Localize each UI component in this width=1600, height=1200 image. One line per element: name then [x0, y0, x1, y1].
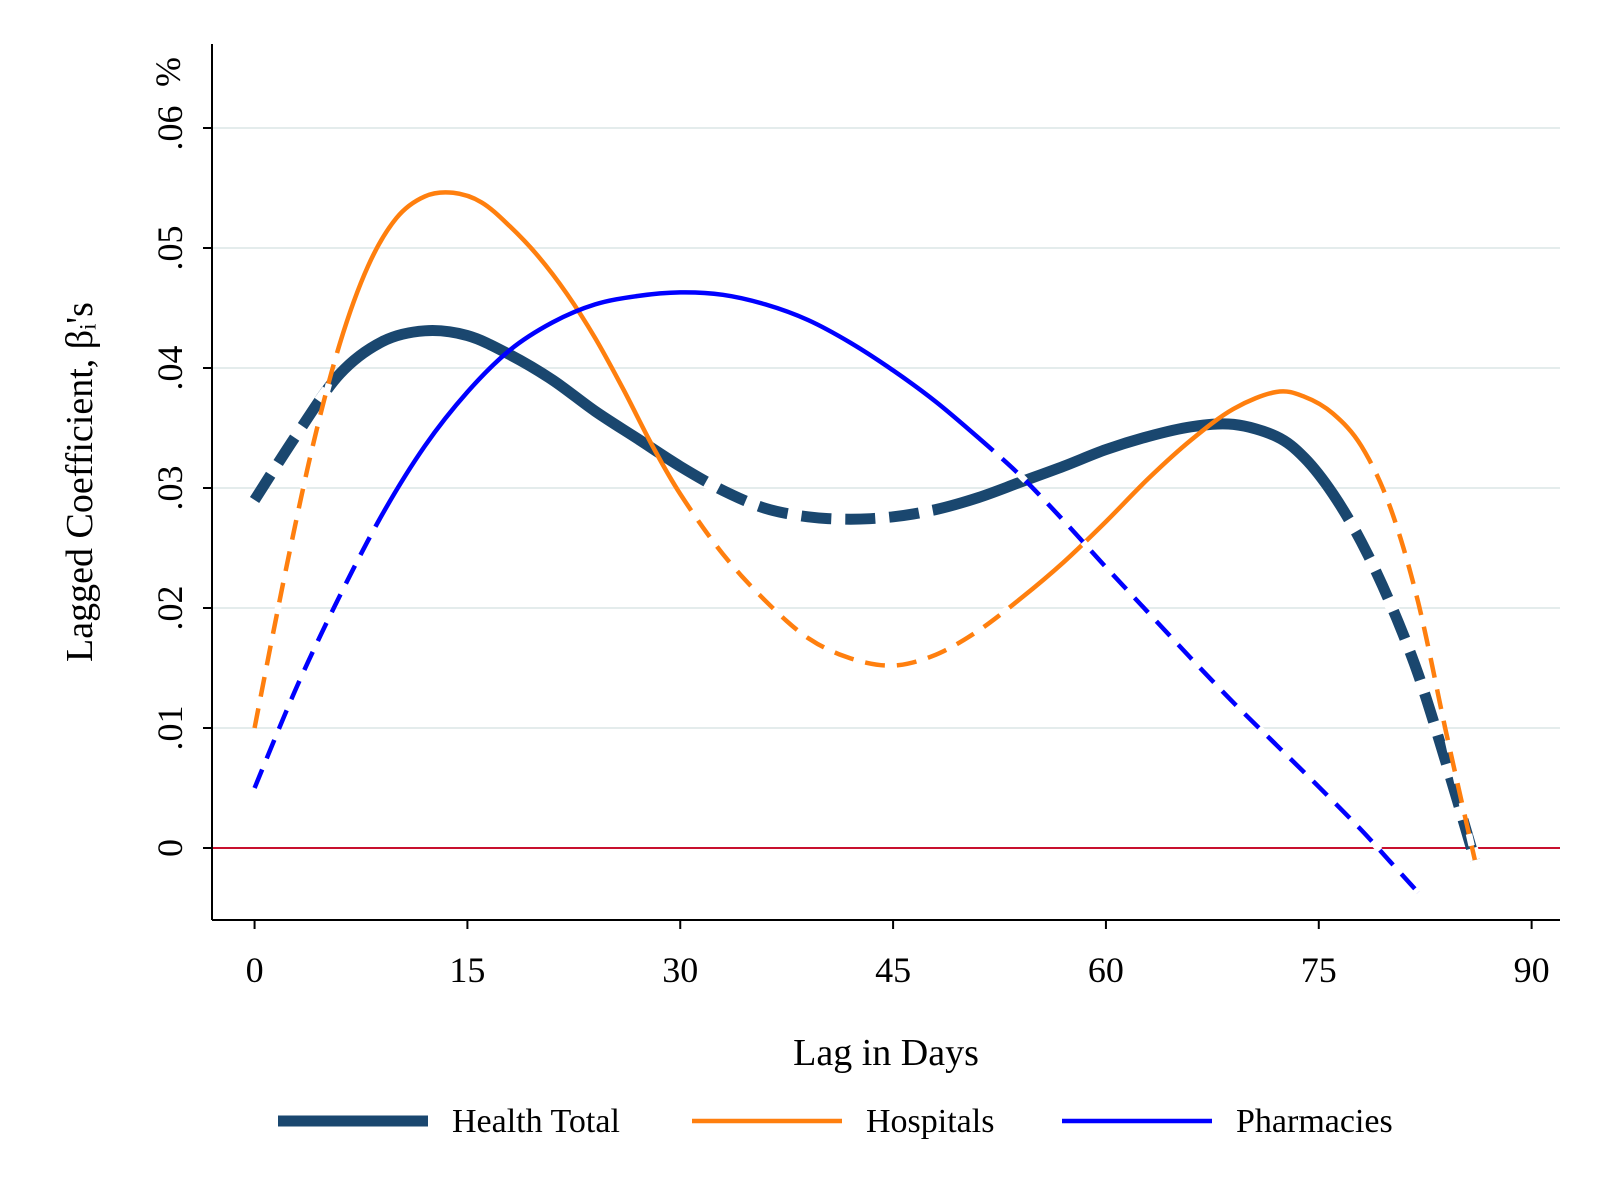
y-tick-label-1: .01 [150, 706, 190, 751]
series-dash-gaps-health-total-0 [249, 370, 346, 504]
x-axis-title: Lag in Days [793, 1032, 979, 1074]
y-tick-label-2: .02 [150, 586, 190, 631]
series-dash-gaps-pharmacies-1 [976, 435, 1421, 895]
x-tick-label-5: 75 [1301, 950, 1337, 990]
series-line-health-total [249, 325, 1481, 862]
legend-label-pharmacies: Pharmacies [1236, 1103, 1393, 1140]
legend: Health Total Hospitals Pharmacies [278, 1103, 1393, 1140]
series-dash-gaps-hospitals-0 [251, 343, 343, 729]
x-tick-label-0: 0 [246, 950, 264, 990]
x-tick-label-1: 15 [449, 950, 485, 990]
series-lines [249, 190, 1482, 895]
legend-label-health-total: Health Total [452, 1103, 620, 1140]
legend-label-hospitals: Hospitals [866, 1103, 994, 1140]
y-unit-label: % [148, 57, 188, 87]
gridlines [213, 127, 1560, 729]
y-axis-title: Lagged Coefficient, βᵢ's [59, 302, 101, 662]
x-tick-label-2: 30 [662, 950, 698, 990]
y-tick-label-5: .05 [150, 226, 190, 271]
y-tick-label-0: 0 [150, 839, 190, 857]
y-tick-label-3: .03 [150, 466, 190, 511]
y-tick-label-6: .06 [150, 106, 190, 151]
axes [211, 44, 1560, 921]
series-line-pharmacies [252, 290, 1420, 894]
series-dash-gaps-hospitals-2 [1358, 444, 1479, 861]
x-tick-label-4: 60 [1088, 950, 1124, 990]
series-hospitals [251, 190, 1479, 861]
series-health-total [249, 325, 1482, 862]
axis-ticks: 0 .01 .02 .03 .04 .05 .06 0 15 30 45 60 75 90 [150, 106, 1550, 991]
x-tick-label-6: 90 [1514, 950, 1550, 990]
series-pharmacies [251, 290, 1421, 895]
y-tick-label-4: .04 [150, 346, 190, 391]
x-tick-label-3: 45 [875, 950, 911, 990]
series-dash-gaps-pharmacies-0 [251, 512, 386, 790]
series-dash-gaps-hospitals-1 [677, 492, 1023, 669]
